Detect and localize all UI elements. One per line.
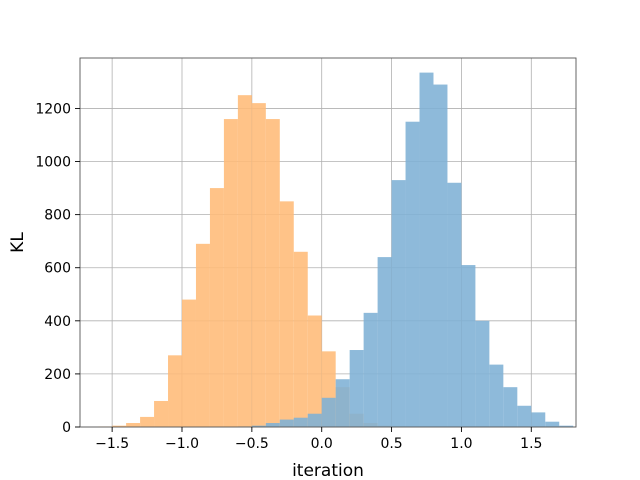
histogram-bar-series-2 (517, 405, 532, 427)
histogram-bar-series-2 (349, 350, 364, 427)
histogram-bar-series-1 (223, 119, 238, 427)
histogram-bar-series-2 (447, 182, 462, 427)
y-tick-label: 800 (44, 208, 71, 224)
histogram-bar-series-2 (419, 72, 434, 428)
histogram-bar-series-2 (391, 180, 406, 427)
x-tick-label: −1.0 (165, 436, 199, 452)
histogram-bar-series-2 (377, 257, 392, 427)
histogram-bar-series-2 (363, 312, 378, 427)
histogram-bar-series-1 (237, 95, 252, 427)
histogram-bar-series-1 (209, 188, 224, 427)
histogram-bar-series-2 (461, 265, 476, 427)
histogram-bar-series-1 (293, 251, 308, 427)
x-axis-label: iteration (292, 461, 364, 480)
histogram-bar-series-2 (405, 121, 420, 428)
y-tick-label: 0 (62, 420, 71, 436)
y-tick-label: 200 (44, 367, 71, 383)
histogram-bar-series-2 (307, 413, 322, 427)
histogram-bar-series-2 (559, 425, 574, 427)
histogram-bar-series-1 (181, 299, 196, 427)
histogram-bar-series-1 (112, 425, 127, 427)
histogram-bar-series-1 (251, 103, 266, 428)
histogram-bar-series-2 (475, 320, 490, 427)
bars-layer (98, 72, 574, 428)
histogram-bar-series-1 (279, 201, 294, 427)
x-tick-label: −0.5 (235, 436, 269, 452)
histogram-bar-series-2 (251, 425, 266, 427)
histogram-bar-series-2 (545, 421, 560, 427)
histogram-bar-series-1 (154, 400, 169, 427)
y-tick-label: 600 (44, 261, 71, 277)
y-axis-label: KL (8, 232, 28, 253)
histogram-bar-series-2 (531, 412, 546, 427)
histogram-bar-series-2 (265, 423, 280, 427)
histogram-bar-series-1 (140, 416, 155, 427)
y-tick-label: 1200 (35, 101, 71, 117)
x-tick-label: 1.5 (520, 436, 542, 452)
x-tick-label: −1.5 (95, 436, 129, 452)
histogram-bar-series-1 (195, 243, 210, 427)
histogram-bar-series-2 (503, 387, 518, 427)
ticks-layer: −1.5 −1.0 −0.5 0.0 0.5 1.0 1.5 0 200 400 600 800 100… (35, 101, 542, 452)
x-tick-label: 0.5 (380, 436, 402, 452)
x-tick-label: 0.0 (311, 436, 333, 452)
histogram-bar-series-2 (293, 417, 308, 427)
histogram-bar-series-2 (321, 397, 336, 427)
histogram-bar-series-1 (126, 423, 141, 427)
histogram-bar-series-2 (433, 84, 448, 428)
histogram-bar-series-2 (489, 364, 504, 427)
histogram-bar-series-2 (335, 379, 350, 427)
histogram-bar-series-1 (307, 315, 322, 427)
y-tick-label: 1000 (35, 155, 71, 171)
y-tick-label: 400 (44, 314, 71, 330)
x-tick-label: 1.0 (450, 436, 472, 452)
histogram-bar-series-1 (168, 355, 182, 427)
histogram-bar-series-2 (279, 419, 294, 427)
plot-frame (79, 57, 577, 428)
histogram-bar-series-1 (265, 119, 280, 427)
